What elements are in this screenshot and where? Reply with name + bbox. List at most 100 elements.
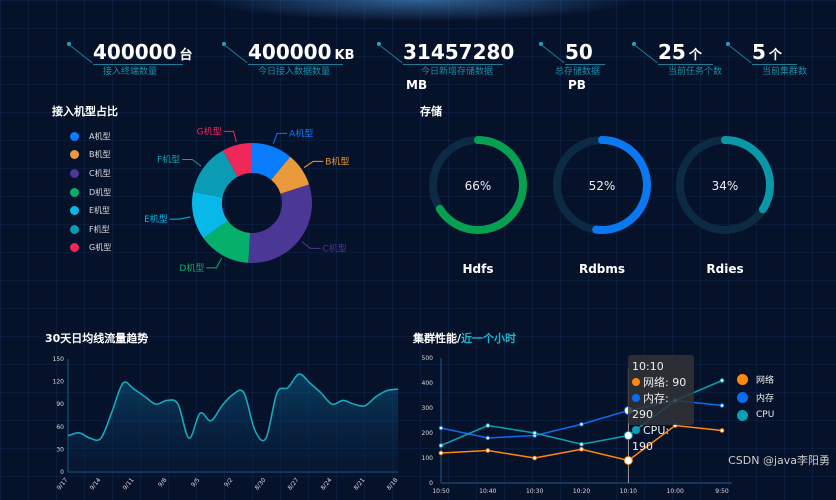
- stat-value: 31457280: [403, 40, 515, 64]
- series-point[interactable]: [485, 423, 491, 428]
- donut-label-line: [169, 216, 191, 220]
- series-point[interactable]: [579, 421, 584, 427]
- cluster-y-tick: 100: [422, 455, 434, 462]
- legend-item[interactable]: E机型: [70, 201, 111, 220]
- legend-swatch: [70, 224, 79, 234]
- stat-unit: 个: [688, 48, 702, 63]
- trend-title: 30天日均线流量趋势: [45, 332, 149, 345]
- trend-x-tick: 9/8: [157, 477, 169, 489]
- series-point[interactable]: [719, 378, 725, 383]
- stat-unit: PB: [568, 78, 586, 92]
- stat-unit: KB: [334, 48, 355, 63]
- series-point[interactable]: [485, 435, 491, 441]
- tooltip-title: 10:10: [632, 360, 664, 373]
- cluster-title: 集群性能/近一个小时: [413, 330, 516, 346]
- stat-unit: 个: [768, 48, 782, 63]
- cluster-title-accent: 近一个小时: [461, 332, 517, 345]
- legend-item[interactable]: G机型: [70, 239, 111, 258]
- legend-item[interactable]: C机型: [70, 164, 111, 183]
- donut-label: B机型: [325, 155, 349, 167]
- legend-label: 网络: [756, 375, 775, 386]
- trend-x-tick: 8/27: [287, 477, 301, 492]
- donut-slice[interactable]: [192, 191, 228, 239]
- trend-y-tick: 120: [53, 379, 65, 386]
- series-point[interactable]: [623, 456, 633, 465]
- series-point[interactable]: [532, 455, 537, 461]
- legend-item[interactable]: 网络: [737, 370, 774, 388]
- legend-swatch: [737, 409, 748, 421]
- stat-value: 25: [658, 40, 686, 64]
- cluster-x-tick: 10:30: [526, 488, 543, 495]
- legend-swatch: [70, 168, 79, 178]
- cluster-y-tick: 500: [422, 355, 434, 362]
- trend-area: [68, 374, 398, 472]
- trend-x-tick: 8/24: [320, 477, 334, 492]
- series-point[interactable]: [438, 443, 444, 448]
- trend-y-tick: 60: [56, 424, 64, 431]
- series-point[interactable]: [438, 425, 444, 431]
- legend-label: 内存: [756, 393, 775, 404]
- cluster-x-tick: 10:50: [432, 488, 449, 495]
- gauge-percent: 66%: [465, 179, 492, 193]
- gauge-percent: 52%: [589, 179, 616, 193]
- donut-slice[interactable]: [271, 156, 310, 194]
- legend-item[interactable]: B机型: [70, 146, 111, 165]
- legend-swatch: [70, 187, 79, 197]
- cluster-x-tick: 10:20: [573, 488, 590, 495]
- legend-item[interactable]: D机型: [70, 183, 111, 202]
- trend-y-tick: 90: [56, 401, 64, 408]
- series-point[interactable]: [532, 430, 537, 436]
- cluster-legend: 网络内存 CPU: [737, 370, 774, 424]
- tooltip-row: CPU: 190: [632, 424, 670, 453]
- legend-item[interactable]: 内存: [737, 388, 774, 406]
- donut-slice[interactable]: [193, 150, 238, 198]
- series-point[interactable]: [623, 431, 633, 440]
- trend-x-tick: 8/21: [353, 477, 367, 492]
- cluster-y-tick: 400: [422, 380, 434, 387]
- series-point[interactable]: [438, 450, 444, 456]
- legend-item[interactable]: A机型: [70, 127, 111, 146]
- donut-label-line: [182, 159, 202, 167]
- gauge-fill: [676, 136, 774, 234]
- legend-label: F机型: [89, 224, 110, 234]
- donut-slice[interactable]: [203, 220, 251, 263]
- series-point[interactable]: [719, 428, 725, 433]
- cluster-y-tick: 200: [422, 430, 434, 437]
- donut-slice[interactable]: [248, 184, 312, 263]
- donut-label: F机型: [157, 154, 180, 166]
- trend-x-tick: 8/18: [386, 477, 400, 492]
- header-glow: [200, 0, 640, 22]
- stat-value: 50: [565, 40, 593, 64]
- legend-swatch: [70, 150, 79, 160]
- cluster-y-tick: 0: [429, 480, 433, 487]
- gauge-name: Hdfs: [462, 262, 494, 276]
- legend-item[interactable]: F机型: [70, 220, 111, 239]
- gauge-name: Rdies: [706, 262, 744, 276]
- legend-swatch: [737, 373, 748, 385]
- donut-slice[interactable]: [252, 143, 291, 180]
- legend-label: A机型: [89, 131, 111, 141]
- chart-tooltip: 10:10 网络: 90 内存: 290 CPU: 190: [628, 355, 694, 453]
- series-point[interactable]: [579, 446, 584, 452]
- trend-x-tick: 9/2: [223, 477, 235, 489]
- legend-label: E机型: [89, 206, 111, 216]
- tooltip-row: 内存: 290: [632, 392, 669, 421]
- legend-swatch: [70, 243, 79, 253]
- stat-value: 400000: [248, 40, 332, 64]
- donut-label: G机型: [197, 125, 222, 137]
- donut-label: A机型: [289, 127, 313, 139]
- stat-label: 总存储数据: [555, 67, 601, 77]
- legend-item[interactable]: CPU: [737, 406, 774, 424]
- series-point[interactable]: [579, 441, 584, 447]
- series-point[interactable]: [485, 448, 491, 453]
- donut-label-line: [206, 257, 223, 269]
- donut-slice[interactable]: [223, 143, 252, 177]
- stat-label: 当前任务个数: [668, 67, 723, 77]
- cluster-x-tick: 9:50: [715, 488, 729, 495]
- cluster-x-tick: 10:10: [620, 488, 637, 495]
- cluster-y-tick: 300: [422, 405, 434, 412]
- series-point[interactable]: [719, 403, 725, 408]
- trend-y-tick: 0: [60, 469, 64, 476]
- tooltip-row: 网络: 90: [643, 376, 687, 389]
